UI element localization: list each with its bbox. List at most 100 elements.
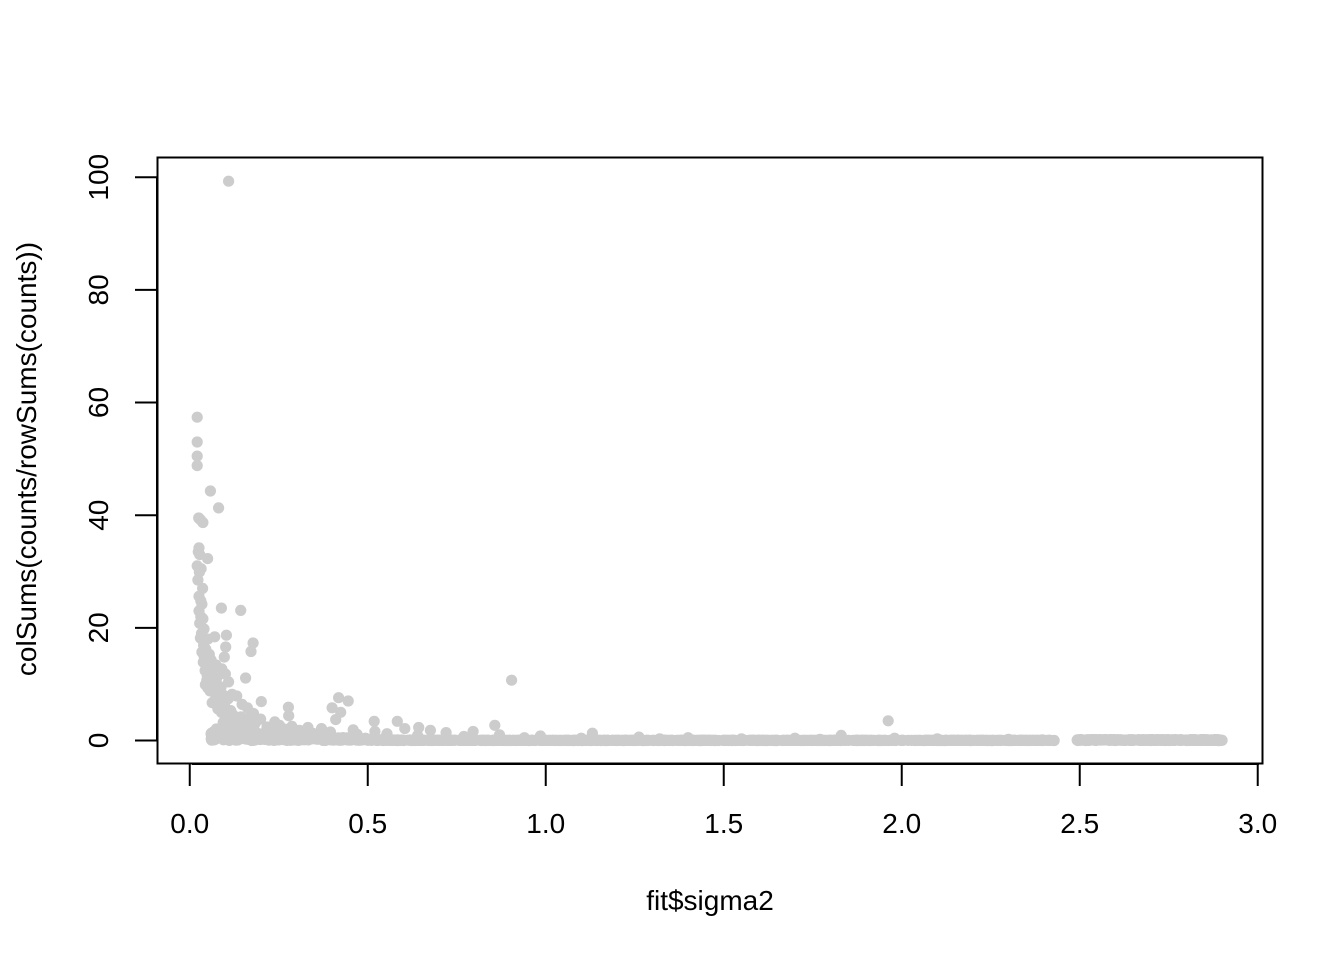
y-tick-label: 40 — [83, 500, 114, 531]
data-point — [379, 731, 392, 743]
data-point — [231, 732, 243, 744]
data-point — [248, 724, 260, 736]
plot-frame — [156, 156, 1264, 765]
data-point — [312, 730, 324, 742]
data-point — [1214, 734, 1226, 747]
data-point — [197, 516, 209, 529]
data-point — [1163, 734, 1175, 746]
data-point — [506, 674, 518, 686]
data-point — [879, 734, 891, 747]
data-point — [282, 701, 294, 713]
data-point — [971, 734, 983, 747]
data-point — [333, 692, 345, 704]
data-point — [827, 734, 839, 747]
data-point — [789, 732, 801, 744]
data-point — [449, 734, 461, 746]
data-point — [765, 734, 777, 747]
data-point — [369, 725, 381, 738]
data-point — [231, 690, 243, 702]
data-point — [1180, 734, 1193, 747]
data-point — [1202, 734, 1214, 746]
data-point — [205, 734, 217, 746]
data-point — [1082, 734, 1094, 746]
data-point — [235, 604, 247, 617]
data-point — [255, 696, 267, 708]
data-point — [341, 732, 353, 744]
data-point — [191, 411, 203, 423]
data-point — [220, 641, 232, 653]
data-point — [192, 574, 204, 586]
x-tick-label: 0.0 — [170, 808, 209, 839]
data-point — [431, 734, 444, 746]
points-layer — [191, 175, 1228, 747]
data-point — [467, 725, 479, 738]
data-point — [424, 724, 436, 736]
data-point — [204, 485, 216, 497]
data-point — [351, 728, 363, 740]
x-tick-label: 2.0 — [882, 808, 921, 839]
x-tick-label: 1.0 — [526, 808, 565, 839]
data-point — [245, 645, 257, 658]
data-point — [752, 734, 764, 747]
y-tick-label: 60 — [83, 387, 114, 418]
data-point — [504, 734, 516, 746]
data-point — [330, 714, 342, 726]
data-point — [859, 734, 871, 747]
data-point — [332, 734, 344, 746]
data-point — [1072, 734, 1084, 747]
x-tick-label: 1.5 — [704, 808, 743, 839]
data-point — [326, 702, 338, 714]
y-axis: 0 20 40 60 80 100 colSums(counts/rowSums(coun… — [11, 154, 158, 748]
data-point — [342, 695, 354, 707]
data-point — [482, 734, 494, 747]
data-point — [1002, 733, 1015, 745]
data-point — [1100, 734, 1112, 746]
data-point — [882, 715, 894, 727]
data-point — [982, 734, 994, 747]
data-point — [232, 722, 245, 734]
data-point — [1048, 734, 1060, 747]
data-point — [489, 719, 501, 731]
data-point — [563, 734, 576, 747]
data-point — [324, 726, 336, 738]
y-tick-label: 0 — [83, 733, 114, 749]
data-point — [223, 175, 235, 187]
data-point — [276, 726, 288, 738]
data-point — [287, 729, 299, 741]
y-tick-label: 20 — [83, 612, 114, 643]
data-point — [399, 723, 411, 735]
data-point — [422, 734, 434, 746]
y-tick-label: 80 — [83, 274, 114, 305]
x-ticks: 0.0 0.5 1.0 1.5 2.0 2.5 3.0 — [170, 764, 1277, 839]
data-point — [191, 450, 203, 462]
data-point — [666, 734, 678, 747]
data-point — [283, 710, 295, 722]
x-axis-title: fit$sigma2 — [646, 885, 774, 916]
data-point — [586, 727, 599, 739]
data-point — [1119, 734, 1131, 746]
data-point — [213, 502, 225, 514]
data-point — [534, 730, 547, 742]
data-point — [814, 733, 826, 745]
y-ticks: 0 20 40 60 80 100 — [83, 154, 157, 748]
data-point — [931, 733, 943, 745]
data-point — [946, 734, 958, 747]
data-point — [240, 672, 252, 684]
y-axis-title: colSums(counts/rowSums(counts)) — [11, 242, 42, 676]
data-point — [224, 718, 236, 730]
data-point — [722, 734, 735, 747]
data-point — [889, 732, 901, 744]
data-point — [215, 602, 227, 614]
data-point — [1145, 734, 1157, 747]
data-point — [1036, 734, 1048, 746]
data-point — [247, 637, 259, 649]
data-point — [368, 715, 380, 727]
y-tick-label: 100 — [83, 154, 114, 201]
data-point — [257, 728, 269, 740]
x-tick-label: 2.5 — [1060, 808, 1099, 839]
data-point — [1020, 734, 1033, 747]
x-tick-label: 3.0 — [1238, 808, 1277, 839]
data-point — [963, 734, 975, 747]
data-point — [412, 729, 424, 742]
data-point — [391, 715, 403, 727]
